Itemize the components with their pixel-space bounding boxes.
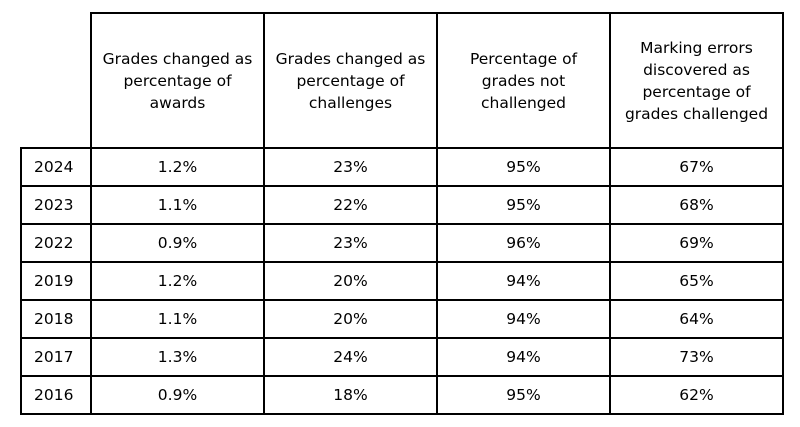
- data-cell: 1.1%: [90, 299, 265, 339]
- table-row: 2016 0.9% 18% 95% 62%: [20, 375, 784, 415]
- table-row: 2018 1.1% 20% 94% 64%: [20, 299, 784, 339]
- table-row: 2017 1.3% 24% 94% 73%: [20, 337, 784, 377]
- corner-cell: [21, 13, 91, 148]
- year-cell: 2024: [20, 147, 92, 187]
- data-cell: 95%: [436, 147, 611, 187]
- data-cell: 95%: [436, 375, 611, 415]
- header-cell: Percentage of grades not challenged: [436, 12, 611, 149]
- header-cell: Grades changed as percentage of awards: [90, 12, 265, 149]
- data-cell: 20%: [263, 261, 438, 301]
- table-row: 2023 1.1% 22% 95% 68%: [20, 185, 784, 225]
- data-cell: 20%: [263, 299, 438, 339]
- header-cell: Grades changed as percentage of challeng…: [263, 12, 438, 149]
- data-cell: 1.1%: [90, 185, 265, 225]
- year-cell: 2016: [20, 375, 92, 415]
- table-row: 2019 1.2% 20% 94% 65%: [20, 261, 784, 301]
- data-cell: 1.2%: [90, 261, 265, 301]
- data-cell: 68%: [609, 185, 784, 225]
- data-cell: 94%: [436, 261, 611, 301]
- data-cell: 1.2%: [90, 147, 265, 187]
- data-cell: 94%: [436, 337, 611, 377]
- data-cell: 69%: [609, 223, 784, 263]
- year-cell: 2023: [20, 185, 92, 225]
- data-cell: 65%: [609, 261, 784, 301]
- data-cell: 67%: [609, 147, 784, 187]
- data-cell: 73%: [609, 337, 784, 377]
- table-row: 2022 0.9% 23% 96% 69%: [20, 223, 784, 263]
- data-cell: 1.3%: [90, 337, 265, 377]
- data-cell: 0.9%: [90, 375, 265, 415]
- year-cell: 2018: [20, 299, 92, 339]
- data-cell: 64%: [609, 299, 784, 339]
- year-cell: 2022: [20, 223, 92, 263]
- data-cell: 0.9%: [90, 223, 265, 263]
- header-cell: Marking errors discovered as percentage …: [609, 12, 784, 149]
- data-cell: 95%: [436, 185, 611, 225]
- data-cell: 24%: [263, 337, 438, 377]
- data-cell: 96%: [436, 223, 611, 263]
- data-cell: 23%: [263, 147, 438, 187]
- data-cell: 23%: [263, 223, 438, 263]
- table-row: 2024 1.2% 23% 95% 67%: [20, 147, 784, 187]
- year-cell: 2017: [20, 337, 92, 377]
- grades-table: Grades changed as percentage of awards G…: [20, 12, 784, 415]
- year-cell: 2019: [20, 261, 92, 301]
- data-cell: 18%: [263, 375, 438, 415]
- data-cell: 62%: [609, 375, 784, 415]
- data-cell: 22%: [263, 185, 438, 225]
- data-cell: 94%: [436, 299, 611, 339]
- header-row: Grades changed as percentage of awards G…: [21, 12, 784, 149]
